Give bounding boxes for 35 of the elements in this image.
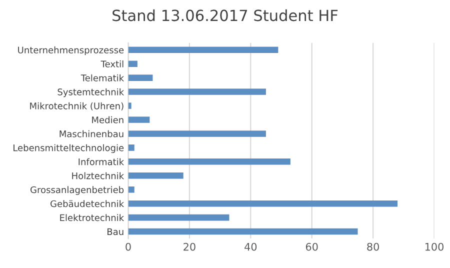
x-tick-label: 60	[306, 242, 318, 251]
y-tick-label: Unternehmensprozesse	[18, 46, 124, 56]
y-tick-label: Telematik	[80, 74, 124, 82]
x-tick-label: 0	[126, 242, 131, 251]
bar	[128, 88, 266, 95]
y-tick-label: Holztechnik	[72, 172, 124, 180]
bar	[128, 172, 184, 179]
y-tick-label: Medien	[92, 116, 124, 124]
y-tick-label: Maschinenbau	[60, 130, 124, 138]
bar	[128, 74, 153, 81]
x-tick-label: 80	[367, 242, 379, 251]
bar	[128, 186, 134, 193]
y-tick-label: Textil	[100, 60, 124, 68]
y-tick-label: Grossanlagenbetrieb	[30, 186, 124, 195]
y-tick-label: Bau	[108, 228, 124, 236]
bar	[128, 102, 132, 109]
y-tick-label: Gebäudetechnik	[50, 200, 124, 208]
y-tick-label: Systemtechnik	[58, 88, 124, 98]
bar	[128, 60, 138, 67]
bar	[128, 46, 278, 54]
bar	[128, 214, 230, 221]
bar	[128, 228, 358, 235]
x-tick-label: 20	[184, 242, 196, 251]
x-tick-label: 40	[244, 242, 257, 251]
y-tick-label: Lebensmitteltechnologie	[14, 144, 124, 153]
y-tick-label: Informatik	[78, 158, 124, 166]
bar	[128, 200, 398, 207]
bar	[128, 116, 150, 123]
y-tick-label: Mikrotechnik (Uhren)	[30, 102, 124, 110]
bar	[128, 158, 290, 165]
bar	[128, 130, 266, 137]
chart-title: Stand 13.06.2017 Student HF	[112, 9, 338, 22]
y-tick-label: Elektrotechnik	[60, 214, 124, 222]
x-tick-label: 100	[425, 242, 444, 251]
bar	[128, 144, 134, 151]
